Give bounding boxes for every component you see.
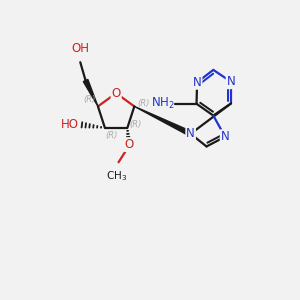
Text: (R): (R) <box>83 95 95 104</box>
Text: (R): (R) <box>105 131 118 140</box>
Text: (R): (R) <box>129 120 142 129</box>
Polygon shape <box>83 80 98 106</box>
Text: CH$_3$: CH$_3$ <box>106 169 128 182</box>
Text: N: N <box>221 130 230 143</box>
Text: N: N <box>186 127 195 140</box>
Text: O: O <box>125 138 134 151</box>
Text: N: N <box>193 76 202 89</box>
Polygon shape <box>134 106 192 136</box>
Text: N: N <box>226 75 235 88</box>
Text: (R): (R) <box>137 99 149 108</box>
Text: O: O <box>112 87 121 100</box>
Text: NH$_2$: NH$_2$ <box>151 96 175 111</box>
Text: HO: HO <box>61 118 79 131</box>
Text: OH: OH <box>71 42 89 55</box>
